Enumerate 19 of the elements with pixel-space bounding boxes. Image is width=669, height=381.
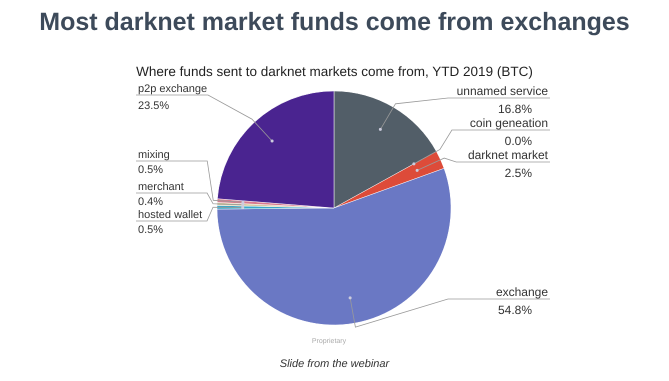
data-label: 0.5%	[138, 224, 164, 236]
slice-label: merchant	[138, 181, 184, 193]
chart-title: Most darknet market funds come from exchanges	[38, 8, 631, 37]
data-label: 54.8%	[498, 303, 532, 317]
category-label: coin geneation	[470, 116, 548, 130]
slice-label: mixing	[138, 149, 170, 161]
data-label: 23.5%	[138, 100, 170, 112]
text: 0.0%	[504, 134, 532, 148]
slice-label: exchange	[496, 285, 548, 299]
text: Slide from the webinar	[278, 358, 390, 370]
slice-label: p2p exchange	[138, 83, 208, 95]
slice-label: hosted wallet	[138, 209, 202, 221]
data-label: 0.4%	[138, 196, 164, 208]
data-label: 2.5%	[504, 166, 532, 180]
data-label: 0.5%	[138, 164, 164, 176]
slice-label: darknet market	[468, 148, 549, 162]
data-label: 16.8%	[498, 102, 532, 116]
slice-label: unnamed service	[456, 84, 548, 98]
chart-subtitle: Where funds sent to darknet markets come from, YTD 2019 (BTC)	[135, 64, 534, 79]
